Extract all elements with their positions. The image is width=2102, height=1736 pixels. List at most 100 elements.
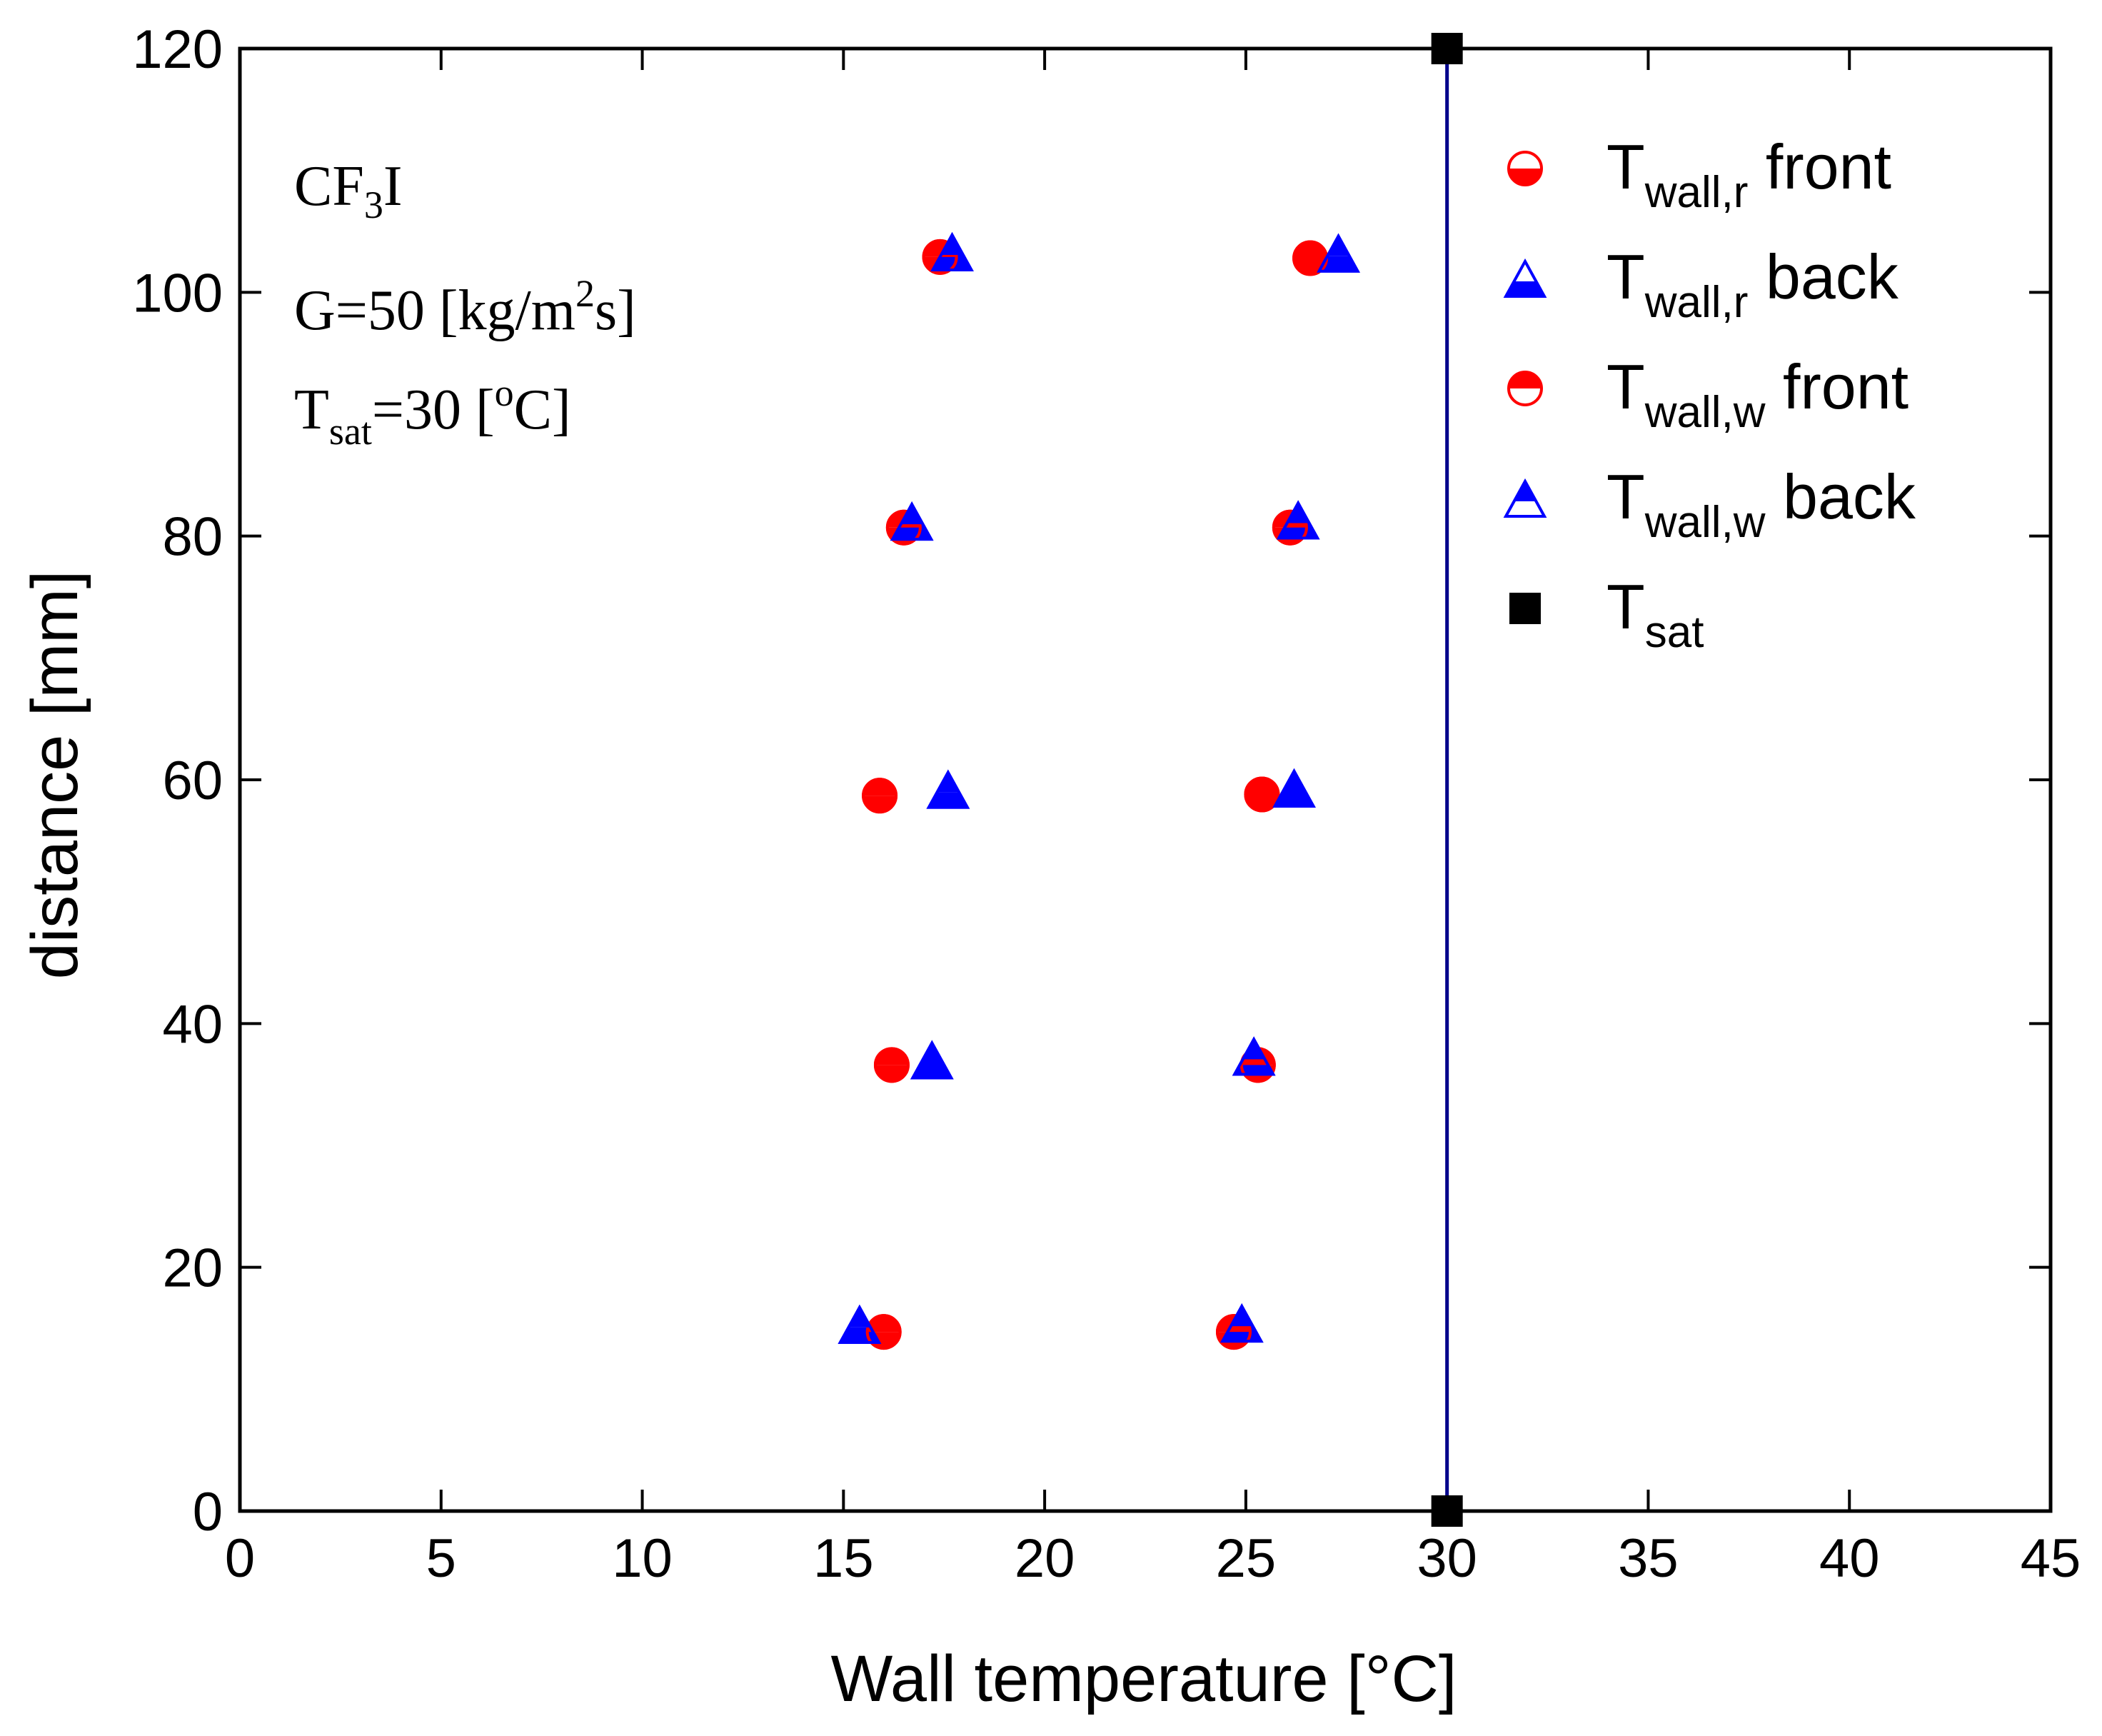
marker-square [1431,33,1463,64]
marker-fill [912,1063,952,1078]
marker-outline [930,231,974,272]
y-tick-label: 80 [162,507,223,568]
data-point-triangle-top-open [1232,1036,1276,1076]
marker-half-top [875,1048,908,1065]
y-tick-label: 0 [193,1482,223,1542]
marker-outline [926,769,970,809]
marker-triangle [838,1304,882,1344]
marker-fill [937,772,960,793]
marker-half-top [867,1315,900,1333]
marker-fill [1514,481,1537,501]
x-axis-label: Wall temperature [°C] [831,1642,1457,1715]
y-tick-label: 100 [132,263,223,323]
marker-triangle [926,769,970,809]
marker-outline [890,501,934,541]
marker-outline [910,1040,954,1080]
marker-fill [1319,256,1358,271]
data-point-triangle-top-open [1272,768,1316,808]
marker-fill [1287,503,1309,523]
marker-half-top [1245,778,1279,795]
marker-outline [838,1304,882,1344]
marker-triangle [1503,258,1547,298]
marker-fill [920,1043,943,1063]
marker-outline [1507,371,1543,406]
marker-fill [900,504,923,525]
data-point-square [1431,33,1463,64]
marker-fill [848,1307,871,1328]
marker-outline [1317,233,1360,273]
marker-square [1431,1495,1463,1527]
marker-square [1509,593,1541,624]
x-tick-label: 15 [813,1528,874,1589]
marker-triangle [1272,768,1316,808]
marker-outline [1276,500,1320,540]
annotation-mass-flux: G=50 [kg/m2s] [294,272,636,342]
marker-fill [1230,1306,1253,1327]
marker-outline [1232,1036,1276,1076]
x-tick-label: 40 [1819,1528,1880,1589]
marker-fill [932,255,972,271]
marker-triangle [1503,478,1547,518]
marker-outline [873,1047,910,1083]
y-axis-label: distance [mm] [19,571,91,980]
marker-fill [941,235,963,256]
marker-fill [1242,1039,1265,1060]
marker-outline [1215,1314,1252,1350]
data-point-triangle-top-open [890,501,934,541]
annotation-block: CF3I G=50 [kg/m2s] Tsat=30 [oC] [294,155,636,453]
annotation-fluid: CF3I [294,155,403,226]
marker-half-bottom [875,1065,908,1082]
axes: 0 5 10 15 20 25 30 35 40 45 0 20 40 60 80 100 120 [132,19,2081,1589]
legend: Twall,r front Twall,r back Twall,w front Tw… [1503,131,1916,657]
x-tick-label: 10 [612,1528,673,1589]
marker-outline [922,239,958,275]
legend-label: Tsat [1606,571,1704,657]
marker-outline [1507,151,1543,186]
marker-outline [862,778,898,814]
marker-fill [1327,236,1349,256]
marker-outline [885,509,922,546]
marker-outline [1244,776,1280,813]
x-tick-label: 45 [2021,1528,2081,1589]
marker-triangle [1232,1036,1276,1076]
marker-half-bottom [1509,388,1542,405]
marker-fill [1274,791,1314,806]
data-point-triangle-top-open [1317,233,1360,273]
legend-label: Twall,r front [1606,131,1891,217]
legend-marker [1503,258,1547,298]
legend-marker [1507,371,1543,406]
x-tick-label: 30 [1417,1528,1477,1589]
legend-label: Twall,r back [1606,241,1899,327]
marker-outline [865,1314,902,1350]
legend-marker [1503,478,1547,518]
marker-outline [1503,478,1547,518]
data-point-triangle-top-open [1220,1303,1264,1343]
y-tick-label: 20 [162,1238,223,1299]
x-tick-label: 0 [225,1528,255,1589]
x-tick-label: 25 [1216,1528,1277,1589]
marker-half-top [1509,372,1542,388]
data-point-circle-top-open [865,1314,902,1350]
legend-marker [1509,593,1541,624]
marker-half-top [863,779,897,796]
legend-label: Twall,w back [1606,461,1916,547]
marker-triangle [1276,500,1320,540]
marker-fill [928,792,967,808]
x-tick-label: 5 [426,1528,456,1589]
data-point-circle-top-open [873,1047,910,1083]
x-tick-label: 35 [1618,1528,1679,1589]
marker-half-bottom [1245,794,1279,811]
data-point-triangle-top-open [910,1040,954,1080]
marker-outline [1272,509,1308,546]
data-point-triangle-top-open [926,769,970,809]
marker-half-bottom [1509,169,1542,185]
marker-triangle [1220,1303,1264,1343]
marker-triangle [1317,233,1360,273]
data-point-circle-top-open [862,778,898,814]
marker-fill [1506,281,1544,296]
marker-outline [1220,1303,1264,1343]
legend-label: Twall,w front [1606,351,1909,437]
legend-marker [1507,151,1543,186]
annotation-tsat: Tsat=30 [oC] [294,371,571,453]
